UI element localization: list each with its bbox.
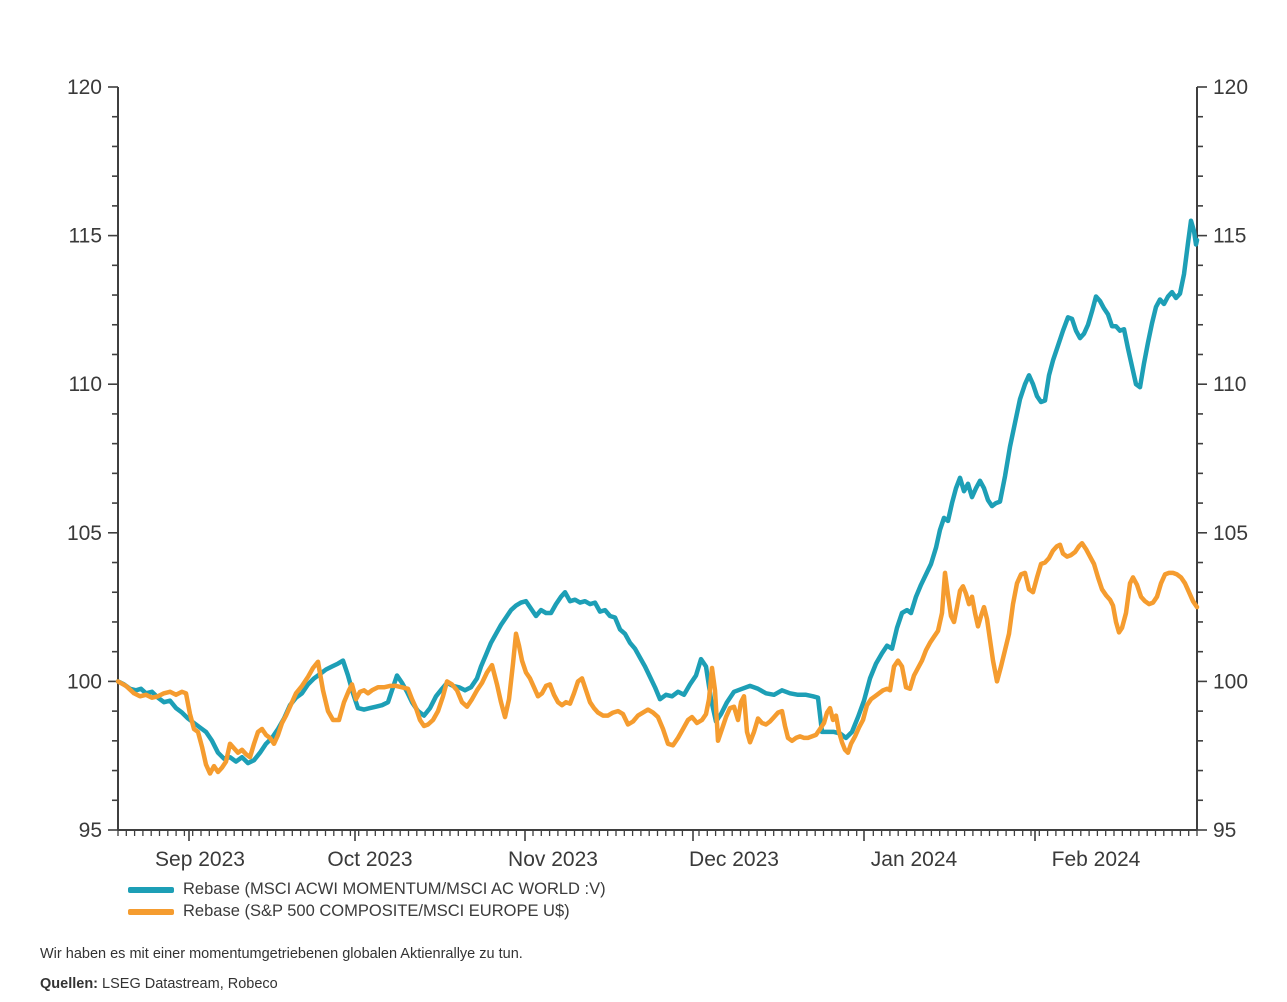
sources-text: LSEG Datastream, Robeco xyxy=(98,976,278,992)
axis-tick-label: 115 xyxy=(69,225,102,248)
legend-swatch-momentum xyxy=(128,886,174,893)
axis-tick-label: Jan 2024 xyxy=(871,848,958,871)
axis-tick-label: Oct 2023 xyxy=(327,848,412,871)
axis-tick-label: 110 xyxy=(1213,373,1246,396)
legend-item-sp500: Rebase (S&P 500 COMPOSITE/MSCI EUROPE U$… xyxy=(128,902,606,920)
axis-tick-label: Sep 2023 xyxy=(155,848,245,871)
sources-label: Quellen: xyxy=(40,976,99,992)
legend-swatch-sp500 xyxy=(128,908,174,915)
axis-tick-label: Feb 2024 xyxy=(1052,848,1141,871)
axis-tick-label: 120 xyxy=(1213,76,1248,99)
axis-tick-label: 95 xyxy=(79,819,102,842)
axis-tick-label: 110 xyxy=(69,373,102,396)
series-line-momentum xyxy=(115,218,1200,766)
axis-tick-label: 95 xyxy=(1213,819,1236,842)
series-line-sp500 xyxy=(115,540,1200,776)
legend-label-momentum: Rebase (MSCI ACWI MOMENTUM/MSCI AC WORLD… xyxy=(183,880,606,898)
axis-tick-label: 105 xyxy=(67,522,102,545)
axis-tick-label: Dec 2023 xyxy=(689,848,779,871)
chart-legend: Rebase (MSCI ACWI MOMENTUM/MSCI AC WORLD… xyxy=(128,880,606,920)
axis-tick-label: 120 xyxy=(67,76,102,99)
axis-tick-label: 100 xyxy=(1213,670,1248,693)
axis-tick-label: Nov 2023 xyxy=(508,848,598,871)
axis-tick-label: 115 xyxy=(1213,225,1246,248)
relative-performance-line-chart: 95 95 100 100 105 105 110 110 115 115 120 120 Sep 20… xyxy=(67,76,1248,871)
legend-label-sp500: Rebase (S&P 500 COMPOSITE/MSCI EUROPE U$… xyxy=(183,902,570,920)
axis-tick-label: 100 xyxy=(67,670,102,693)
axis-tick-label: 105 xyxy=(1213,522,1248,545)
chart-caption: Wir haben es mit einer momentumgetrieben… xyxy=(40,946,523,962)
legend-item-momentum: Rebase (MSCI ACWI MOMENTUM/MSCI AC WORLD… xyxy=(128,880,606,898)
sources-line: Quellen: LSEG Datastream, Robeco xyxy=(40,976,278,992)
